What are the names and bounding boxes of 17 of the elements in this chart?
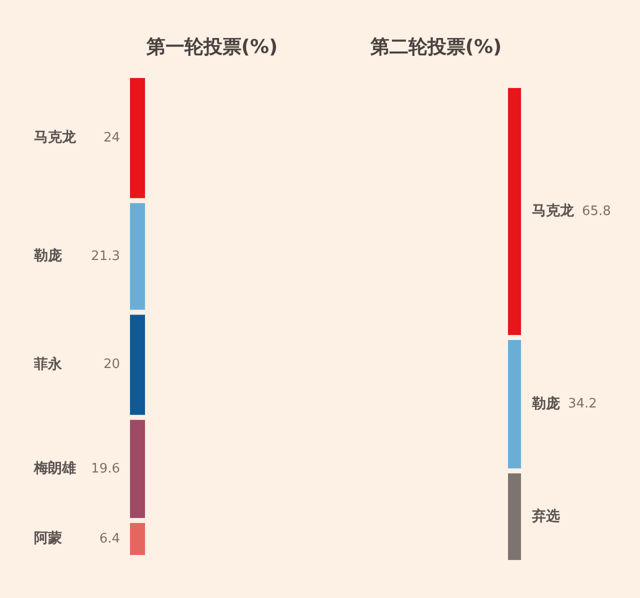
data-label: 34.2: [568, 396, 597, 412]
category-label: 勒庞: [531, 394, 560, 412]
category-label: 勒庞: [33, 247, 62, 264]
data-label: 24: [103, 130, 120, 146]
data-label: 6.4: [99, 531, 120, 546]
data-label: 19.6: [91, 461, 120, 476]
category-label: 菲永: [33, 355, 63, 372]
category-label: 马克龙: [532, 203, 575, 220]
data-label: 21.3: [91, 248, 120, 264]
category-label: 梅朗雄: [33, 460, 76, 477]
text: 第一轮投票(%): [145, 36, 278, 58]
data-label: 20: [103, 357, 120, 372]
data-label: 65.8: [582, 204, 611, 219]
category-label: 弃选: [531, 507, 560, 524]
category-label: 马克龙: [34, 130, 77, 146]
category-label: 阿蒙: [34, 530, 62, 547]
text: 第二轮投票(%): [369, 36, 502, 58]
